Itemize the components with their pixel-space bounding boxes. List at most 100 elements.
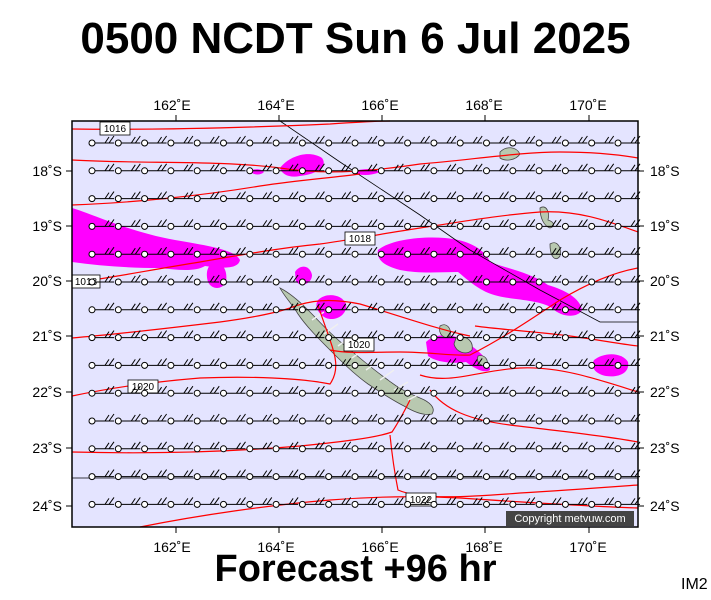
- wind-barb: [483, 163, 509, 175]
- wind-barb: [141, 469, 168, 481]
- wind-barb: [114, 469, 141, 481]
- wind-barb: [88, 413, 115, 425]
- wind-barb: [561, 358, 588, 369]
- wind-barb: [561, 219, 588, 230]
- wind-barb: [456, 330, 483, 342]
- lat-label: 19˚S: [32, 218, 62, 234]
- wind-barb: [272, 191, 299, 203]
- wind-barb: [325, 330, 352, 342]
- wind-barb: [246, 191, 273, 203]
- wind-barb: [272, 358, 299, 369]
- lon-label: 168˚E: [465, 539, 502, 555]
- isobar-labels: 1016 1018 1018 1020 1020 1022: [71, 121, 437, 507]
- wind-barb: [377, 358, 404, 369]
- wind-barb: [377, 135, 404, 147]
- wind-barb: [272, 163, 299, 175]
- wind-barb: [193, 441, 220, 453]
- wind-barb: [483, 274, 509, 286]
- wind-barb: [430, 358, 457, 369]
- wind-barb: [141, 302, 168, 314]
- isobar: [71, 173, 361, 206]
- isobar-label: 1020: [132, 382, 155, 393]
- wind-barb: [325, 413, 352, 425]
- lat-label: 22˚S: [32, 384, 62, 400]
- wind-barb: [193, 330, 220, 342]
- loyalty-island: [439, 324, 451, 338]
- wind-barb: [141, 191, 168, 203]
- lat-label: 18˚S: [32, 163, 62, 179]
- wind-barb: [141, 246, 168, 258]
- wind-barb: [325, 191, 352, 203]
- wind-barb: [246, 330, 273, 342]
- wind-barb: [88, 385, 115, 397]
- wind-barb: [351, 246, 378, 258]
- isobar: [329, 267, 639, 356]
- lat-label: 23˚S: [32, 440, 62, 456]
- wind-barb: [377, 413, 404, 425]
- wind-barb: [114, 385, 141, 397]
- wind-barb: [351, 163, 378, 175]
- wind-barb: [298, 163, 325, 175]
- wind-barb: [141, 274, 168, 286]
- wind-barb: [193, 246, 220, 258]
- wind-barb: [298, 302, 325, 314]
- wind-barb: [535, 302, 562, 314]
- wind-barb: [298, 191, 325, 203]
- wind-barb: [272, 135, 299, 147]
- lat-label: 21˚S: [32, 328, 62, 344]
- wind-barb: [298, 219, 325, 230]
- wind-barb: [88, 191, 115, 203]
- wind-barb: [114, 219, 141, 230]
- wind-barb: [298, 246, 325, 258]
- wind-barb: [298, 497, 325, 508]
- wind-barb: [88, 246, 115, 258]
- wind-barb: [246, 358, 273, 369]
- lon-label: 170˚E: [569, 539, 606, 555]
- wind-barb: [325, 246, 352, 258]
- wind-barb: [325, 358, 352, 369]
- wind-barb: [430, 469, 457, 481]
- wind-barb: [220, 274, 246, 286]
- wind-barb: [588, 302, 615, 314]
- wind-barb: [246, 385, 273, 397]
- wind-barb: [456, 246, 483, 258]
- wind-barb: [561, 441, 588, 453]
- wind-barb: [298, 413, 325, 425]
- wind-barb: [220, 469, 246, 481]
- wind-barb: [88, 302, 115, 314]
- wind-barb: [141, 413, 168, 425]
- wind-barb: [246, 413, 273, 425]
- wind-barb: [272, 497, 299, 508]
- wind-barb: [404, 469, 431, 481]
- wind-barb: [509, 219, 536, 230]
- wind-barb: [377, 163, 404, 175]
- wind-barb: [456, 302, 483, 314]
- copyright-text: Copyright metvuw.com: [514, 513, 625, 525]
- wind-barb: [272, 385, 299, 397]
- longitude-labels-bottom: 162˚E 164˚E 166˚E 168˚E 170˚E: [153, 539, 606, 555]
- wind-barb: [430, 330, 457, 342]
- isobar: [71, 399, 411, 454]
- wind-barb: [246, 469, 273, 481]
- wind-barb: [272, 246, 299, 258]
- wind-barb: [404, 219, 431, 230]
- wind-barb: [404, 246, 431, 258]
- wind-barb: [141, 163, 168, 175]
- wind-barb: [561, 191, 588, 203]
- wind-barb: [614, 246, 641, 258]
- map-area: [72, 121, 638, 527]
- wind-barb: [456, 469, 483, 481]
- wind-barb: [456, 358, 483, 369]
- wind-barb: [483, 135, 509, 147]
- wind-barb: [535, 191, 562, 203]
- wind-barb: [114, 330, 141, 342]
- wind-barb: [88, 135, 115, 147]
- rain-area: [295, 266, 312, 285]
- wind-barb: [298, 135, 325, 147]
- wind-barb: [193, 274, 220, 286]
- wind-barb: [114, 413, 141, 425]
- wind-barb: [325, 219, 352, 230]
- wind-barb: [272, 274, 299, 286]
- wind-barb: [456, 163, 483, 175]
- wind-barb: [509, 358, 536, 369]
